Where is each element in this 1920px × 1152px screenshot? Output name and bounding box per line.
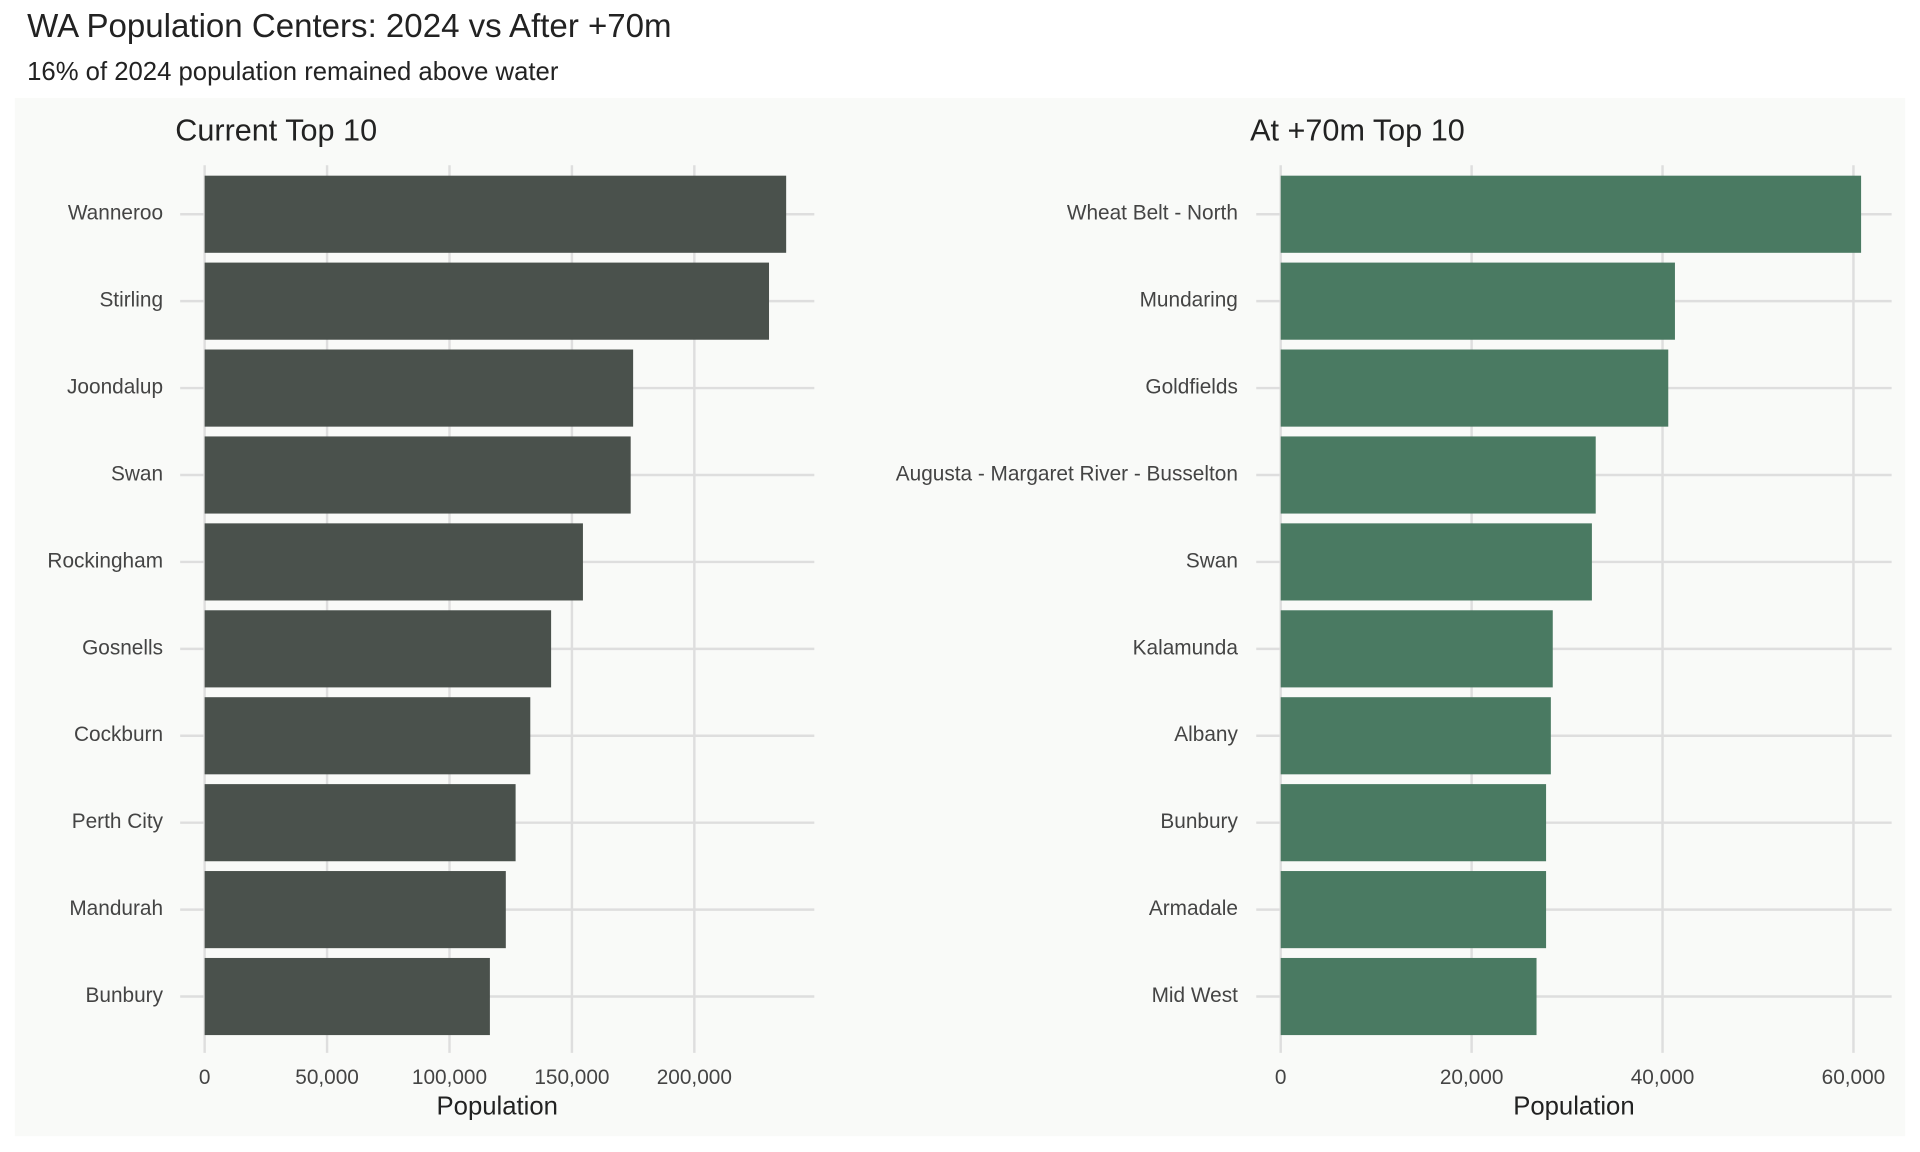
bar [204,175,787,253]
bar [1280,610,1553,688]
y-tick-label: Mandurah [69,897,163,920]
chart-title: WA Population Centers: 2024 vs After +70… [27,8,671,45]
x-tick-label: 0 [1275,1066,1287,1089]
bar [1280,349,1669,427]
bar [1280,436,1596,514]
y-tick-label: Swan [1186,549,1238,572]
x-tick-label: 100,000 [412,1066,487,1089]
bar [1280,262,1675,340]
y-tick-label: Albany [1174,723,1238,746]
x-tick-label: 40,000 [1631,1066,1695,1089]
bar [1280,957,1537,1036]
bar [1280,523,1592,601]
x-tick-label: 200,000 [657,1066,732,1089]
y-tick-label: Goldfields [1145,376,1237,399]
y-tick-label: Joondalup [67,376,163,399]
y-tick-label: Rockingham [47,549,163,572]
y-tick-label: Stirling [99,289,163,312]
x-tick-label: 0 [199,1066,211,1089]
x-tick-label: 50,000 [295,1066,359,1089]
y-tick-label: Bunbury [86,984,164,1007]
x-tick-label: 60,000 [1822,1066,1886,1089]
bar [1280,697,1551,775]
bar [1280,871,1547,949]
y-tick-label: Wheat Belt - North [1067,202,1238,225]
panel-title: Current Top 10 [175,113,377,147]
bar [204,610,552,688]
y-tick-label: Wanneroo [68,202,163,225]
y-tick-label: Armadale [1149,897,1238,920]
bar [204,784,516,862]
y-tick-label: Mid West [1152,984,1239,1007]
x-axis-title: Population [437,1093,558,1121]
chart-subtitle: 16% of 2024 population remained above wa… [27,58,559,86]
y-tick-label: Swan [111,463,163,486]
y-tick-label: Kalamunda [1133,636,1239,659]
bar [204,871,506,949]
y-tick-label: Gosnells [82,636,163,659]
y-tick-label: Perth City [72,810,164,833]
bar [1280,175,1862,253]
bar [204,523,583,601]
bar [1280,784,1547,862]
bar [204,697,531,775]
y-tick-label: Augusta - Margaret River - Busselton [896,463,1238,486]
panel-title: At +70m Top 10 [1250,113,1465,147]
bar [204,262,770,340]
x-axis-title: Population [1513,1093,1634,1121]
bar [204,436,631,514]
y-tick-label: Bunbury [1160,810,1238,833]
bar [204,957,490,1036]
y-tick-label: Mundaring [1140,289,1238,312]
bar [204,349,634,427]
x-tick-label: 20,000 [1440,1066,1504,1089]
x-tick-label: 150,000 [534,1066,609,1089]
y-tick-label: Cockburn [74,723,163,746]
